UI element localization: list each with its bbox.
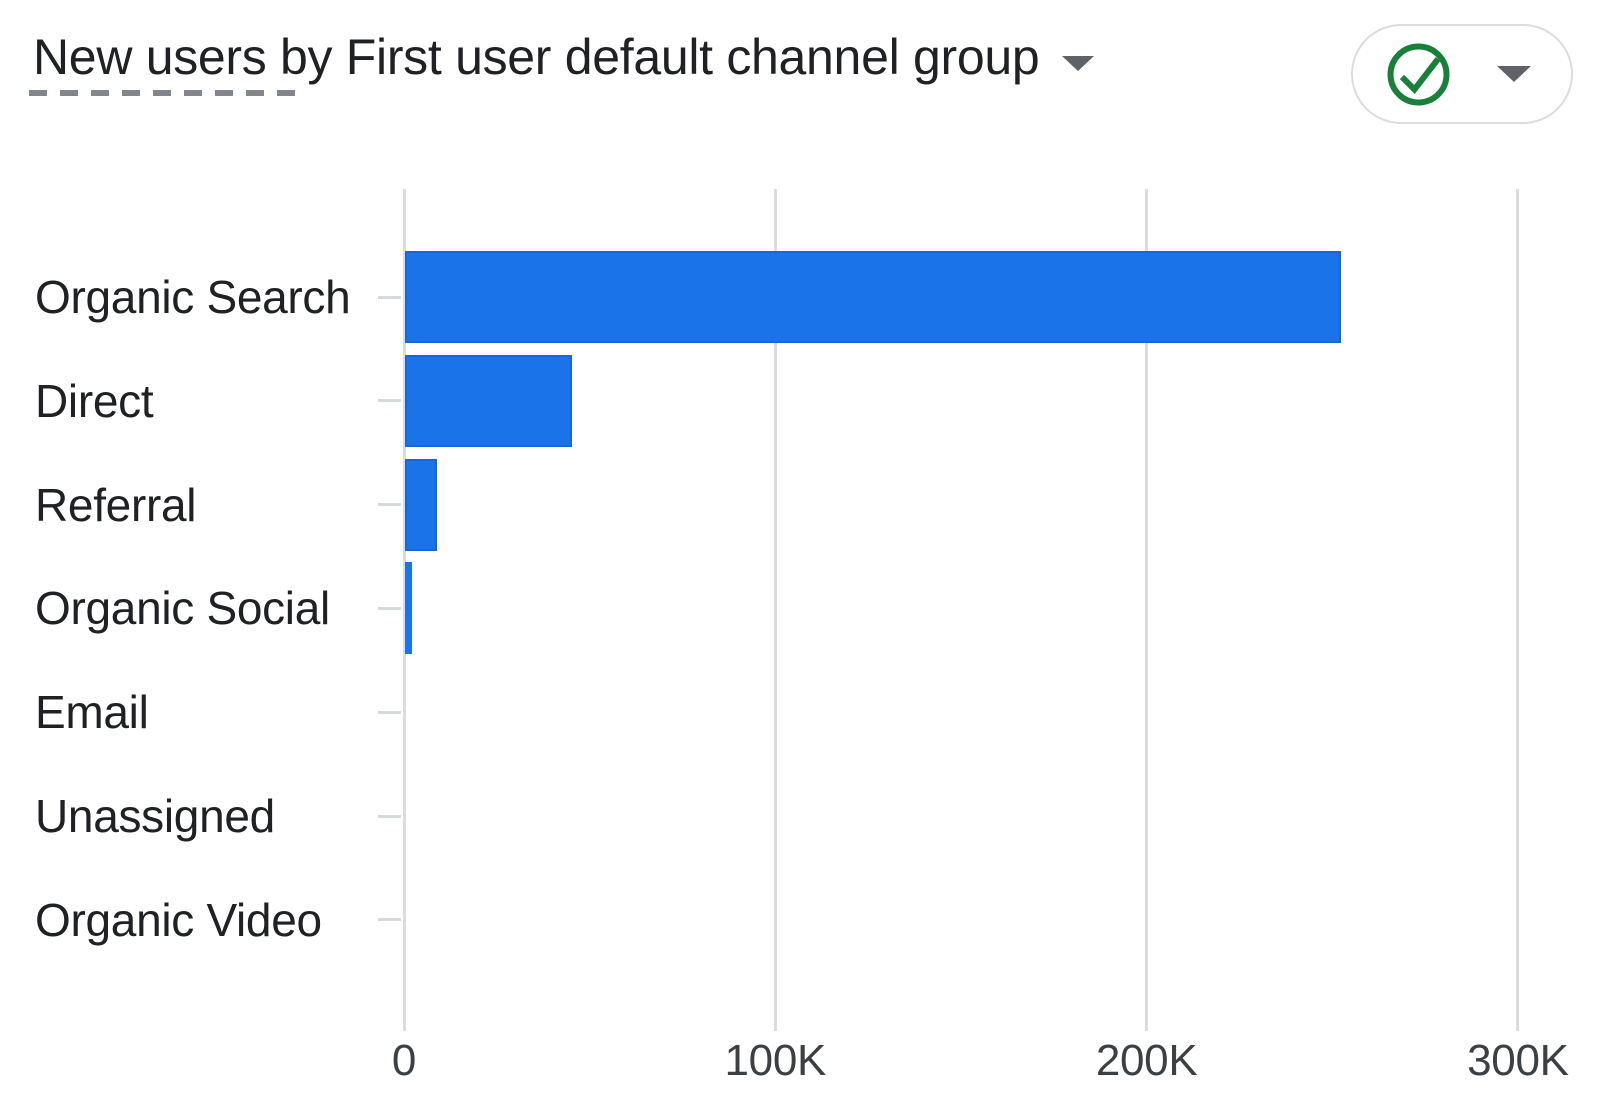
gridline-300K	[1516, 189, 1520, 1031]
title-dropdown-caret[interactable]	[1061, 55, 1095, 72]
axis-tick	[378, 295, 401, 299]
axis-tick	[378, 606, 401, 610]
bar-referral[interactable]	[405, 458, 437, 551]
category-label: Email	[35, 686, 149, 739]
x-axis-tick-label: 300K	[1467, 1036, 1569, 1085]
bar-organic-search[interactable]	[405, 251, 1341, 343]
bar-direct[interactable]	[405, 354, 572, 447]
bar-organic-social[interactable]	[405, 562, 412, 655]
caret-down-icon	[1062, 56, 1095, 72]
axis-tick	[378, 710, 401, 714]
axis-tick	[378, 399, 401, 403]
gridline-0	[402, 189, 406, 1031]
x-axis-tick-label: 100K	[724, 1036, 827, 1085]
chart-title: New users by First user default channel g…	[33, 22, 1095, 92]
category-label: Direct	[35, 374, 154, 427]
axis-tick	[378, 918, 401, 922]
category-label: Referral	[35, 478, 197, 531]
axis-tick	[378, 814, 401, 818]
category-label: Organic Video	[35, 893, 322, 946]
chart-title-dimension[interactable]: by First user default channel group	[279, 29, 1040, 85]
x-axis-tick-label: 0	[391, 1036, 417, 1085]
chart-title-metric[interactable]: New users	[33, 29, 267, 85]
category-label: Organic Search	[35, 271, 351, 323]
check-circle-icon	[1387, 43, 1450, 106]
category-label: Organic Social	[35, 582, 330, 635]
x-axis-tick-label: 200K	[1095, 1036, 1198, 1085]
gridline-100K	[773, 189, 777, 1031]
category-label: Unassigned	[35, 790, 275, 842]
gridline-200K	[1145, 189, 1149, 1031]
axis-tick	[378, 503, 401, 507]
data-quality-button[interactable]	[1351, 24, 1573, 124]
caret-down-icon[interactable]	[1496, 65, 1532, 83]
